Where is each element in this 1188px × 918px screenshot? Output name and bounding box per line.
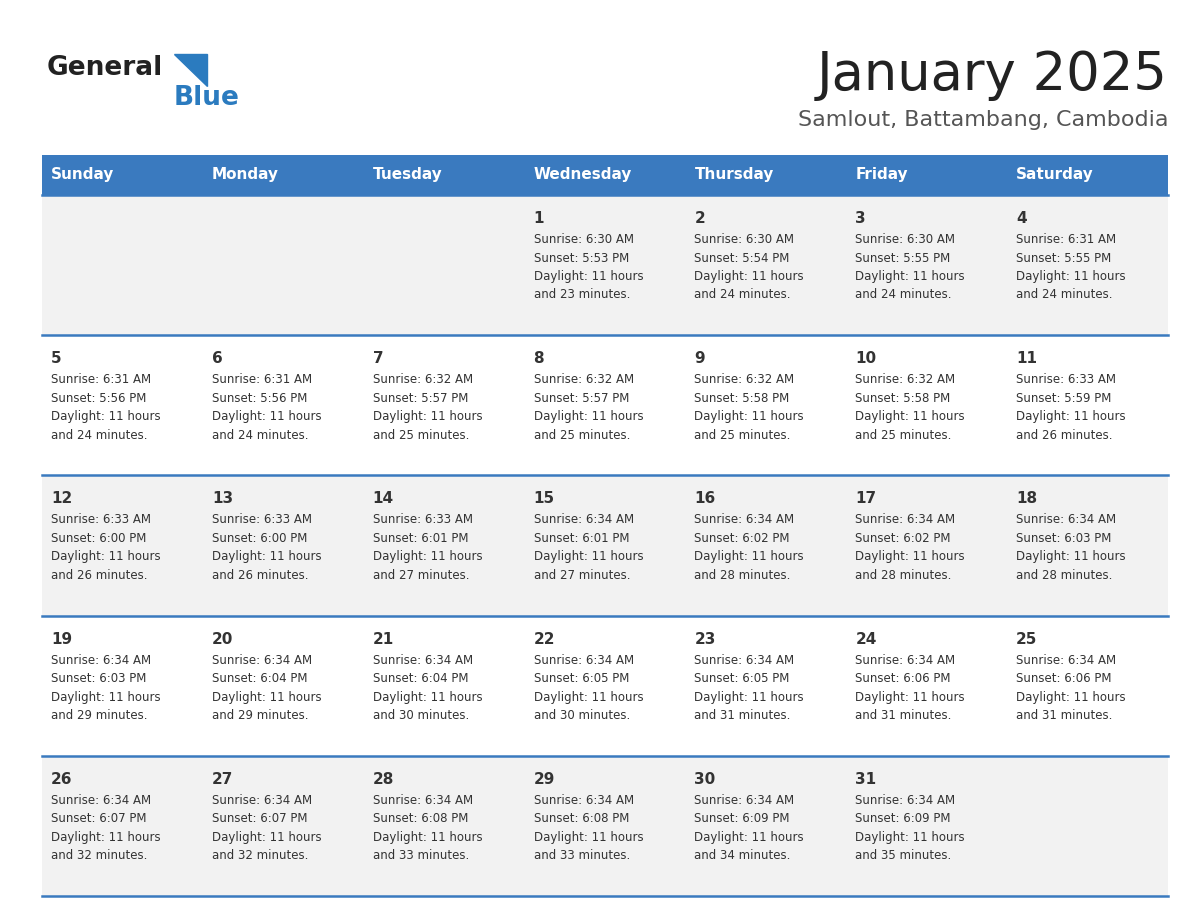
Text: 26: 26 [51,772,72,787]
Text: 19: 19 [51,632,72,646]
Text: 31: 31 [855,772,877,787]
Text: Sunrise: 6:34 AM
Sunset: 6:02 PM
Daylight: 11 hours
and 28 minutes.: Sunrise: 6:34 AM Sunset: 6:02 PM Dayligh… [695,513,804,582]
Text: Sunrise: 6:34 AM
Sunset: 6:07 PM
Daylight: 11 hours
and 32 minutes.: Sunrise: 6:34 AM Sunset: 6:07 PM Dayligh… [51,794,160,862]
Text: Sunday: Sunday [51,167,114,183]
Polygon shape [173,54,207,86]
Bar [42,616,1168,756]
Text: 9: 9 [695,352,704,366]
Text: Sunrise: 6:34 AM
Sunset: 6:09 PM
Daylight: 11 hours
and 34 minutes.: Sunrise: 6:34 AM Sunset: 6:09 PM Dayligh… [695,794,804,862]
Text: 5: 5 [51,352,62,366]
Text: 24: 24 [855,632,877,646]
Text: 21: 21 [373,632,394,646]
Text: Samlout, Battambang, Cambodia: Samlout, Battambang, Cambodia [797,110,1168,130]
Text: 28: 28 [373,772,394,787]
Text: Blue: Blue [173,85,240,111]
Text: Sunrise: 6:34 AM
Sunset: 6:03 PM
Daylight: 11 hours
and 29 minutes.: Sunrise: 6:34 AM Sunset: 6:03 PM Dayligh… [51,654,160,722]
Text: 18: 18 [1016,491,1037,507]
Text: Sunrise: 6:33 AM
Sunset: 5:59 PM
Daylight: 11 hours
and 26 minutes.: Sunrise: 6:33 AM Sunset: 5:59 PM Dayligh… [1016,374,1126,442]
Text: 1: 1 [533,211,544,226]
Text: 2: 2 [695,211,706,226]
Text: 27: 27 [211,772,233,787]
Text: Sunrise: 6:34 AM
Sunset: 6:07 PM
Daylight: 11 hours
and 32 minutes.: Sunrise: 6:34 AM Sunset: 6:07 PM Dayligh… [211,794,322,862]
Text: 11: 11 [1016,352,1037,366]
Text: 10: 10 [855,352,877,366]
Text: Sunrise: 6:33 AM
Sunset: 6:01 PM
Daylight: 11 hours
and 27 minutes.: Sunrise: 6:33 AM Sunset: 6:01 PM Dayligh… [373,513,482,582]
Text: 15: 15 [533,491,555,507]
Text: Sunrise: 6:32 AM
Sunset: 5:58 PM
Daylight: 11 hours
and 25 minutes.: Sunrise: 6:32 AM Sunset: 5:58 PM Dayligh… [695,374,804,442]
Text: Sunrise: 6:32 AM
Sunset: 5:57 PM
Daylight: 11 hours
and 25 minutes.: Sunrise: 6:32 AM Sunset: 5:57 PM Dayligh… [533,374,643,442]
Bar [42,476,1168,616]
Bar [42,756,1168,896]
Text: 13: 13 [211,491,233,507]
Text: 14: 14 [373,491,394,507]
Text: 20: 20 [211,632,233,646]
Text: Sunrise: 6:34 AM
Sunset: 6:02 PM
Daylight: 11 hours
and 28 minutes.: Sunrise: 6:34 AM Sunset: 6:02 PM Dayligh… [855,513,965,582]
Text: Saturday: Saturday [1016,167,1094,183]
Text: Sunrise: 6:33 AM
Sunset: 6:00 PM
Daylight: 11 hours
and 26 minutes.: Sunrise: 6:33 AM Sunset: 6:00 PM Dayligh… [211,513,322,582]
Text: 4: 4 [1016,211,1026,226]
Text: Tuesday: Tuesday [373,167,442,183]
Text: 25: 25 [1016,632,1037,646]
Text: January 2025: January 2025 [817,49,1168,101]
Bar [42,335,1168,476]
Text: Sunrise: 6:30 AM
Sunset: 5:53 PM
Daylight: 11 hours
and 23 minutes.: Sunrise: 6:30 AM Sunset: 5:53 PM Dayligh… [533,233,643,301]
Text: 8: 8 [533,352,544,366]
Text: 3: 3 [855,211,866,226]
Text: Monday: Monday [211,167,279,183]
Text: Sunrise: 6:34 AM
Sunset: 6:04 PM
Daylight: 11 hours
and 29 minutes.: Sunrise: 6:34 AM Sunset: 6:04 PM Dayligh… [211,654,322,722]
Text: Sunrise: 6:34 AM
Sunset: 6:06 PM
Daylight: 11 hours
and 31 minutes.: Sunrise: 6:34 AM Sunset: 6:06 PM Dayligh… [855,654,965,722]
Text: Sunrise: 6:34 AM
Sunset: 6:08 PM
Daylight: 11 hours
and 33 minutes.: Sunrise: 6:34 AM Sunset: 6:08 PM Dayligh… [533,794,643,862]
Text: 22: 22 [533,632,555,646]
Text: Sunrise: 6:30 AM
Sunset: 5:55 PM
Daylight: 11 hours
and 24 minutes.: Sunrise: 6:30 AM Sunset: 5:55 PM Dayligh… [855,233,965,301]
Text: General: General [48,55,163,81]
Text: Sunrise: 6:34 AM
Sunset: 6:03 PM
Daylight: 11 hours
and 28 minutes.: Sunrise: 6:34 AM Sunset: 6:03 PM Dayligh… [1016,513,1126,582]
Text: 7: 7 [373,352,384,366]
Text: Sunrise: 6:31 AM
Sunset: 5:56 PM
Daylight: 11 hours
and 24 minutes.: Sunrise: 6:31 AM Sunset: 5:56 PM Dayligh… [51,374,160,442]
Text: 23: 23 [695,632,716,646]
Text: Sunrise: 6:32 AM
Sunset: 5:57 PM
Daylight: 11 hours
and 25 minutes.: Sunrise: 6:32 AM Sunset: 5:57 PM Dayligh… [373,374,482,442]
Bar [42,155,1168,195]
Text: 29: 29 [533,772,555,787]
Text: Thursday: Thursday [695,167,773,183]
Text: 16: 16 [695,491,715,507]
Text: Sunrise: 6:34 AM
Sunset: 6:09 PM
Daylight: 11 hours
and 35 minutes.: Sunrise: 6:34 AM Sunset: 6:09 PM Dayligh… [855,794,965,862]
Text: Sunrise: 6:33 AM
Sunset: 6:00 PM
Daylight: 11 hours
and 26 minutes.: Sunrise: 6:33 AM Sunset: 6:00 PM Dayligh… [51,513,160,582]
Text: 30: 30 [695,772,715,787]
Text: 6: 6 [211,352,222,366]
Text: Friday: Friday [855,167,908,183]
Text: Sunrise: 6:34 AM
Sunset: 6:06 PM
Daylight: 11 hours
and 31 minutes.: Sunrise: 6:34 AM Sunset: 6:06 PM Dayligh… [1016,654,1126,722]
Text: Sunrise: 6:34 AM
Sunset: 6:01 PM
Daylight: 11 hours
and 27 minutes.: Sunrise: 6:34 AM Sunset: 6:01 PM Dayligh… [533,513,643,582]
Text: Sunrise: 6:34 AM
Sunset: 6:05 PM
Daylight: 11 hours
and 31 minutes.: Sunrise: 6:34 AM Sunset: 6:05 PM Dayligh… [695,654,804,722]
Text: Sunrise: 6:34 AM
Sunset: 6:08 PM
Daylight: 11 hours
and 33 minutes.: Sunrise: 6:34 AM Sunset: 6:08 PM Dayligh… [373,794,482,862]
Bar [42,195,1168,335]
Text: Sunrise: 6:34 AM
Sunset: 6:05 PM
Daylight: 11 hours
and 30 minutes.: Sunrise: 6:34 AM Sunset: 6:05 PM Dayligh… [533,654,643,722]
Text: Sunrise: 6:31 AM
Sunset: 5:56 PM
Daylight: 11 hours
and 24 minutes.: Sunrise: 6:31 AM Sunset: 5:56 PM Dayligh… [211,374,322,442]
Text: Wednesday: Wednesday [533,167,632,183]
Text: Sunrise: 6:30 AM
Sunset: 5:54 PM
Daylight: 11 hours
and 24 minutes.: Sunrise: 6:30 AM Sunset: 5:54 PM Dayligh… [695,233,804,301]
Text: Sunrise: 6:32 AM
Sunset: 5:58 PM
Daylight: 11 hours
and 25 minutes.: Sunrise: 6:32 AM Sunset: 5:58 PM Dayligh… [855,374,965,442]
Text: 12: 12 [51,491,72,507]
Text: 17: 17 [855,491,877,507]
Text: Sunrise: 6:34 AM
Sunset: 6:04 PM
Daylight: 11 hours
and 30 minutes.: Sunrise: 6:34 AM Sunset: 6:04 PM Dayligh… [373,654,482,722]
Text: Sunrise: 6:31 AM
Sunset: 5:55 PM
Daylight: 11 hours
and 24 minutes.: Sunrise: 6:31 AM Sunset: 5:55 PM Dayligh… [1016,233,1126,301]
